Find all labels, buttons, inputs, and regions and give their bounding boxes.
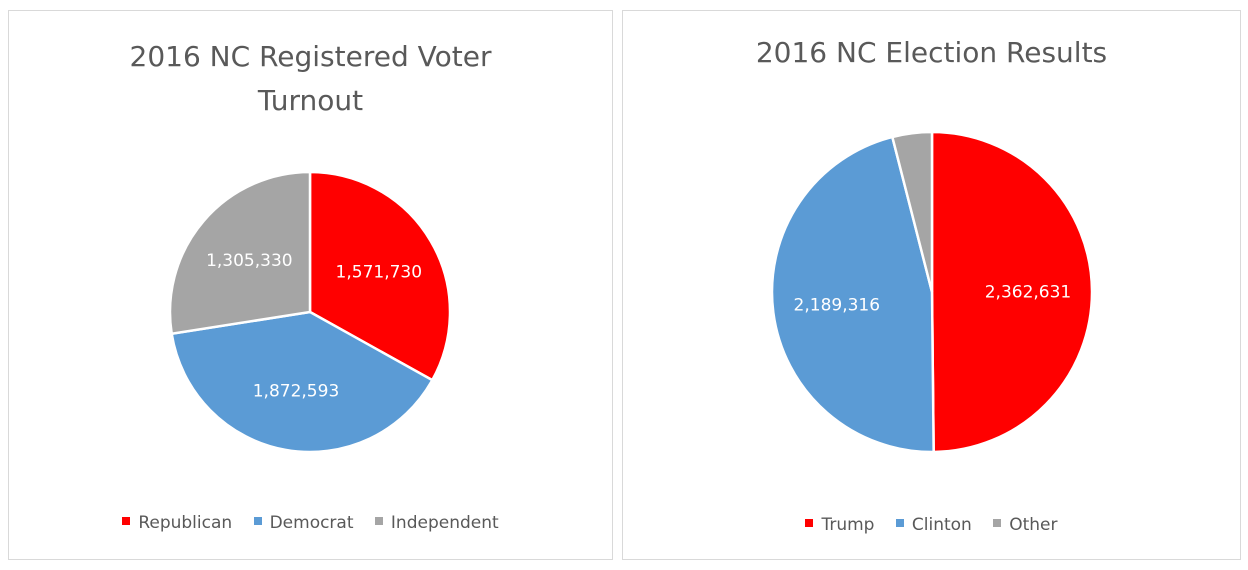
- legend-label: Republican: [138, 513, 233, 533]
- legend-label: Other: [1009, 515, 1058, 535]
- data-label-republican: 1,571,730: [336, 263, 423, 283]
- pie-chart-election-results: 2,362,631 2,189,316: [770, 130, 1094, 454]
- legend-label: Independent: [390, 513, 499, 533]
- legend-item-clinton: Clinton: [895, 515, 972, 535]
- data-label-trump: 2,362,631: [985, 283, 1072, 303]
- legend-swatch-clinton: [895, 519, 904, 527]
- data-label-democrat: 1,872,593: [253, 382, 340, 402]
- pie-slice-democrat: [170, 310, 434, 454]
- legend-swatch-independent: [374, 517, 383, 525]
- legend-swatch-trump: [805, 519, 814, 527]
- legend: Republican Democrat Independent: [9, 513, 612, 533]
- legend-swatch-republican: [122, 517, 131, 525]
- pie-slice-trump: [930, 130, 1094, 454]
- pie-slice-clinton: [770, 135, 935, 454]
- legend-item-other: Other: [993, 515, 1058, 535]
- pie-chart-voter-turnout: 1,571,730 1,872,593 1,305,330: [168, 170, 452, 454]
- chart-panel-voter-turnout: 2016 NC Registered Voter Turnout 1,571,73…: [8, 10, 613, 560]
- legend-item-republican: Republican: [122, 513, 232, 533]
- legend-item-democrat: Democrat: [253, 513, 354, 533]
- chart-title: 2016 NC Election Results: [755, 36, 1108, 69]
- legend-swatch-other: [993, 519, 1002, 527]
- legend-item-independent: Independent: [374, 513, 499, 533]
- legend-swatch-democrat: [253, 517, 262, 525]
- chart-title: 2016 NC Registered Voter Turnout: [129, 40, 492, 117]
- data-label-clinton: 2,189,316: [794, 295, 881, 315]
- legend-label: Democrat: [269, 513, 354, 533]
- data-label-independent: 1,305,330: [206, 251, 293, 271]
- legend: Trump Clinton Other: [623, 515, 1240, 535]
- pie-slice-independent: [168, 170, 312, 336]
- legend-item-trump: Trump: [805, 515, 874, 535]
- legend-label: Clinton: [911, 515, 972, 535]
- legend-label: Trump: [821, 515, 875, 535]
- pie-slice-other: [890, 130, 934, 293]
- chart-panel-election-results: 2016 NC Election Results 2,362,631 2,189,…: [622, 10, 1241, 560]
- pie-slice-republican: [308, 170, 452, 382]
